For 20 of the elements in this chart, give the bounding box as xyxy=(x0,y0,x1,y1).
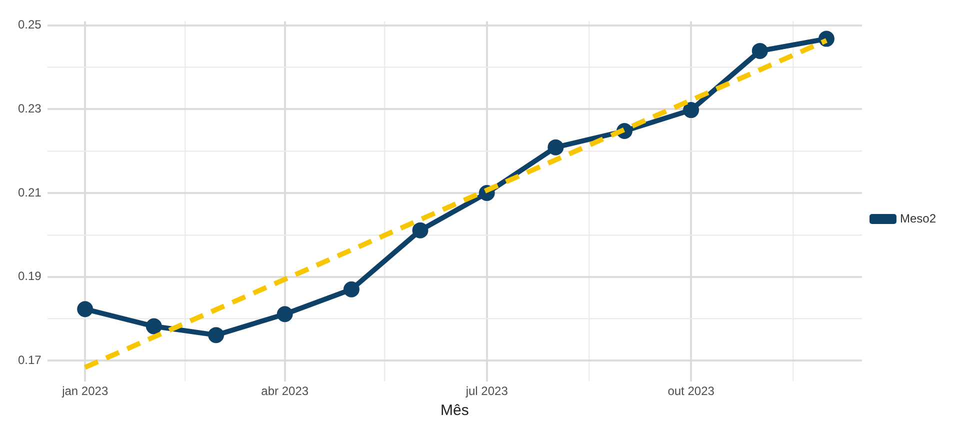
y-tick-label: 0.21 xyxy=(18,185,42,200)
x-tick-label: out 2023 xyxy=(668,384,715,398)
point xyxy=(77,301,94,318)
point xyxy=(412,222,428,238)
point xyxy=(548,139,564,156)
y-tick-label: 0.19 xyxy=(18,269,42,284)
point xyxy=(683,102,700,118)
point xyxy=(752,42,768,59)
point xyxy=(208,327,224,344)
point xyxy=(343,281,360,298)
y-tick-label: 0.25 xyxy=(18,18,42,32)
point xyxy=(276,306,293,322)
y-tick-label: 0.17 xyxy=(18,352,42,367)
legend-label: Meso2 xyxy=(900,211,936,226)
x-axis-title: Mês xyxy=(440,402,469,420)
x-tick-label: abr 2023 xyxy=(261,384,309,398)
x-tick-label: jul 2023 xyxy=(464,384,508,398)
x-tick-label: jan 2023 xyxy=(61,384,108,398)
point xyxy=(146,318,162,334)
y-tick-label: 0.23 xyxy=(18,102,42,116)
